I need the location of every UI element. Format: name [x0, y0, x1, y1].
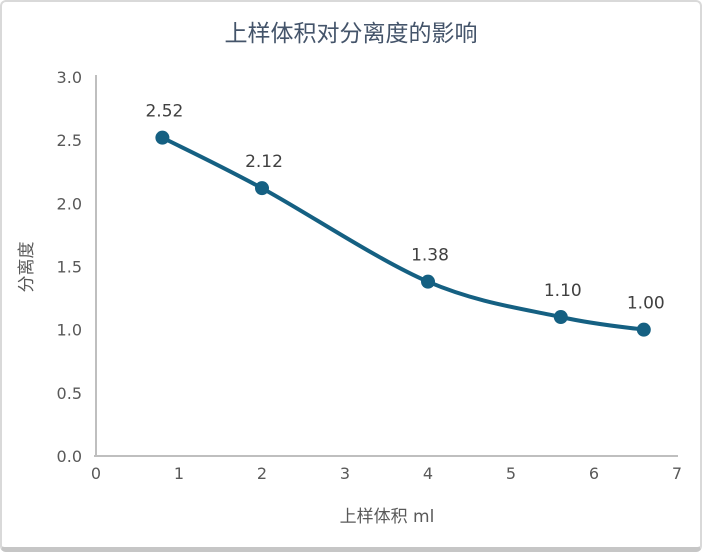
x-tick-label: 6	[589, 464, 599, 483]
y-tick-label: 1.0	[57, 321, 82, 340]
y-tick-label: 2.5	[57, 131, 82, 150]
data-point-label: 2.52	[145, 102, 183, 122]
data-point-marker	[421, 274, 435, 289]
data-point-marker	[553, 310, 568, 325]
plot-area: 0 1 2 3 4 5 6 7 0.0 0.5 1.0 1.5 2.0 2.5 3.0 2.52 2.12 1.3…	[57, 68, 683, 483]
y-tick-label: 3.0	[57, 68, 82, 87]
data-point-label: 2.12	[245, 152, 283, 172]
y-axis-title: 分离度	[17, 242, 37, 293]
y-tick-label: 0.5	[57, 384, 82, 403]
x-tick-label: 1	[174, 464, 184, 483]
x-tick-label: 0	[91, 464, 101, 483]
data-point-label: 1.00	[627, 294, 665, 314]
x-tick-label: 3	[340, 464, 350, 483]
data-point-marker	[255, 181, 269, 196]
data-point-marker	[155, 130, 170, 145]
x-tick-label: 4	[423, 464, 433, 483]
data-point-label: 1.38	[411, 246, 449, 266]
x-tick-label: 5	[506, 464, 516, 483]
x-tick-label: 2	[257, 464, 267, 483]
data-point-label: 1.10	[544, 281, 582, 301]
x-tick-label: 7	[672, 464, 682, 483]
chart-title: 上样体积对分离度的影响	[225, 21, 478, 47]
y-tick-label: 2.0	[57, 194, 82, 213]
y-tick-label: 0.0	[57, 447, 82, 466]
x-axis-title: 上样体积 ml	[340, 507, 435, 527]
y-tick-label: 1.5	[57, 258, 82, 277]
data-point-marker	[636, 322, 651, 337]
